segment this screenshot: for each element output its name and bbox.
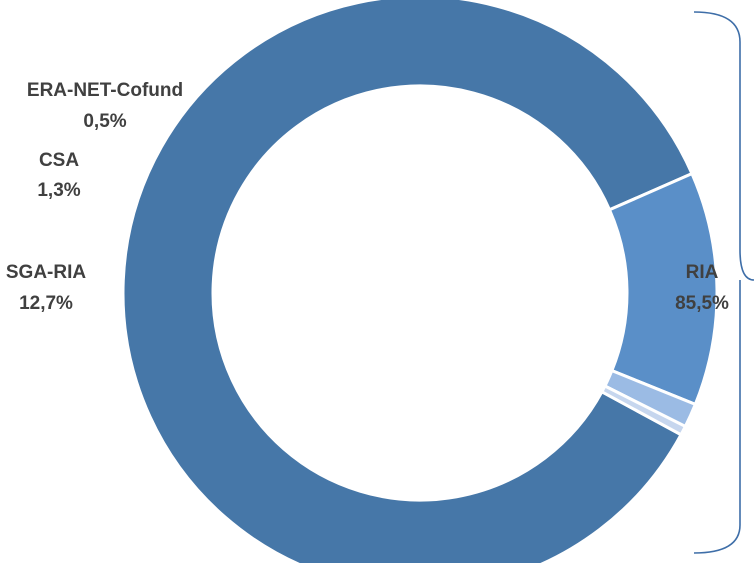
slice-labels: RIA 85,5% SGA-RIA 12,7% CSA 1,3% ERA-NET…	[6, 80, 729, 314]
label-csa: CSA 1,3%	[37, 150, 80, 201]
label-ria-name: RIA	[686, 262, 719, 283]
label-sga-ria-value: 12,7%	[19, 293, 73, 314]
label-era-net-cofund-name: ERA-NET-Cofund	[27, 80, 183, 101]
label-sga-ria-name: SGA-RIA	[6, 262, 87, 283]
label-ria-value: 85,5%	[675, 293, 729, 314]
label-era-net-cofund: ERA-NET-Cofund 0,5%	[27, 80, 183, 132]
right-curly-bracket	[693, 11, 754, 554]
label-era-net-cofund-value: 0,5%	[83, 111, 126, 132]
slice-sga-ria	[607, 171, 719, 407]
label-ria: RIA 85,5%	[675, 262, 729, 314]
donut-slices	[121, 0, 719, 563]
slice-era-net-cofund	[599, 383, 688, 437]
label-sga-ria: SGA-RIA 12,7%	[6, 262, 87, 314]
slice-ria	[121, 0, 694, 563]
label-csa-name: CSA	[39, 150, 79, 171]
label-csa-value: 1,3%	[37, 180, 80, 201]
